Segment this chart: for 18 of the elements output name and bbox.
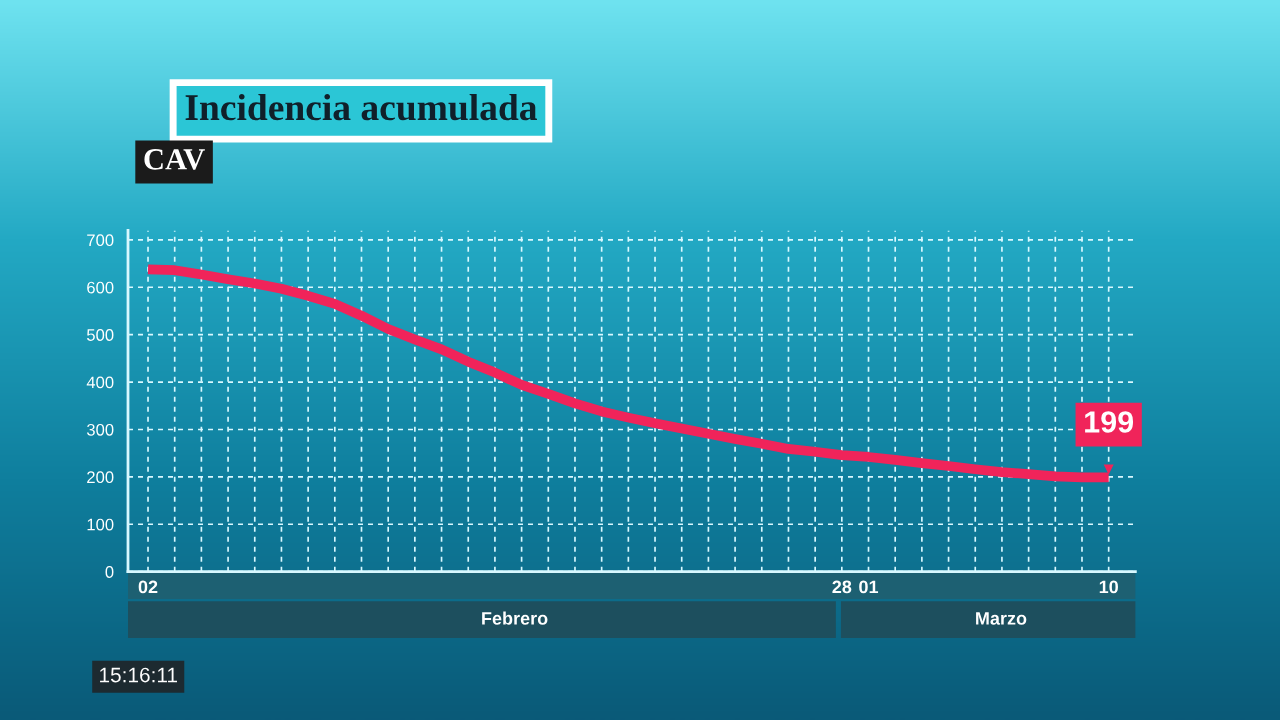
y-tick-label: 300 [86,423,114,436]
text: Febrero [482,611,548,625]
x-tick-label: 02 [138,580,158,594]
x-tick-label: 28 [832,580,852,594]
chart-title: Incidencia acumulada [185,93,537,121]
y-tick-label: 200 [87,471,114,484]
y-tick-label: 600 [87,281,114,294]
y-tick-label: 0 [105,566,114,578]
y-tick-label: 700 [87,234,114,247]
text: 15:16:11 [100,667,178,683]
y-tick-label: 400 [86,376,114,389]
y-tick-label: 500 [86,329,114,341]
chart-subtitle: CAV [144,149,205,170]
x-tick-label: 10 [1099,580,1118,594]
x-tick-label: 01 [859,580,879,594]
y-tick-label: 100 [87,518,114,531]
data-label: 199 [1085,411,1134,433]
text: Marzo [976,612,1027,625]
